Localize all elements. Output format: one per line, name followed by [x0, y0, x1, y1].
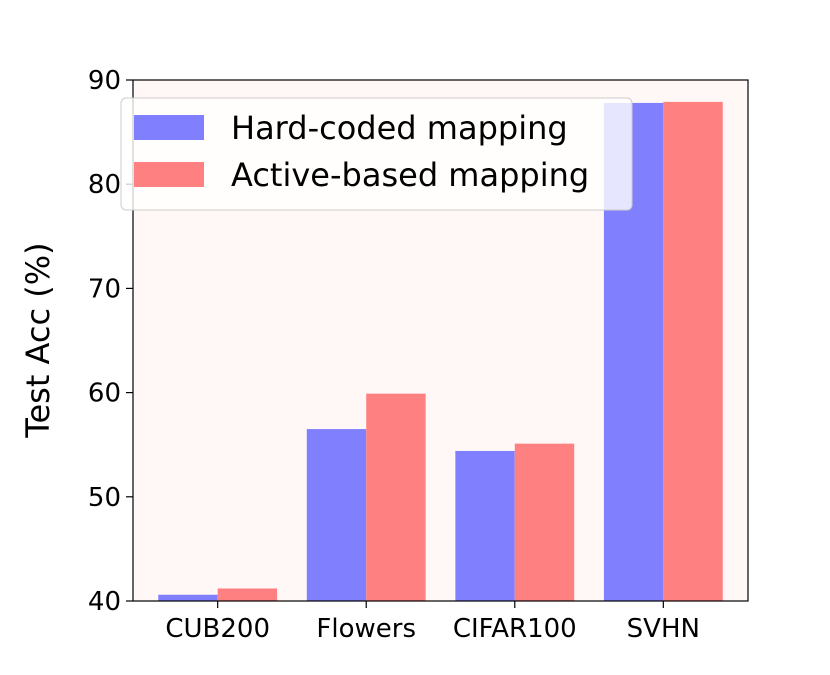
- bar-flowers-series-2: [366, 393, 426, 601]
- y-ticks: 40 50 60 70 80 90: [88, 66, 133, 617]
- bar-cifar100-series-2: [514, 443, 575, 601]
- legend-swatch-series-2: [134, 162, 204, 187]
- bars-group: [158, 101, 723, 602]
- legend: Hard-coded mapping Active-based mapping: [120, 97, 633, 211]
- bar-cub200-series-2: [217, 588, 278, 601]
- x-tick-label-cub200: CUB200: [165, 614, 270, 644]
- bar-flowers-series-1: [306, 429, 367, 601]
- legend-box: [120, 97, 633, 211]
- y-tick-label: 60: [88, 379, 121, 409]
- x-tick-label-flowers: Flowers: [316, 614, 416, 644]
- y-tick-label: 40: [88, 587, 121, 617]
- legend-label-series-1: Hard-coded mapping: [231, 109, 568, 147]
- bar-svhn-series-2: [663, 101, 723, 602]
- bar-cub200-series-1: [158, 594, 218, 601]
- y-tick-label: 50: [88, 483, 121, 513]
- x-ticks: CUB200 Flowers CIFAR100 SVHN: [165, 601, 700, 644]
- legend-swatch-series-1: [134, 115, 204, 140]
- y-tick-label: 80: [88, 170, 121, 200]
- legend-label-series-2: Active-based mapping: [231, 156, 589, 194]
- x-tick-label-cifar100: CIFAR100: [453, 614, 577, 644]
- y-tick-label: 90: [88, 66, 121, 96]
- y-axis-title: Test Acc (%): [19, 242, 57, 438]
- bar-cifar100-series-1: [455, 450, 515, 601]
- x-tick-label-svhn: SVHN: [627, 614, 700, 644]
- plot-frame: [132, 79, 749, 602]
- y-tick-label: 70: [88, 274, 121, 304]
